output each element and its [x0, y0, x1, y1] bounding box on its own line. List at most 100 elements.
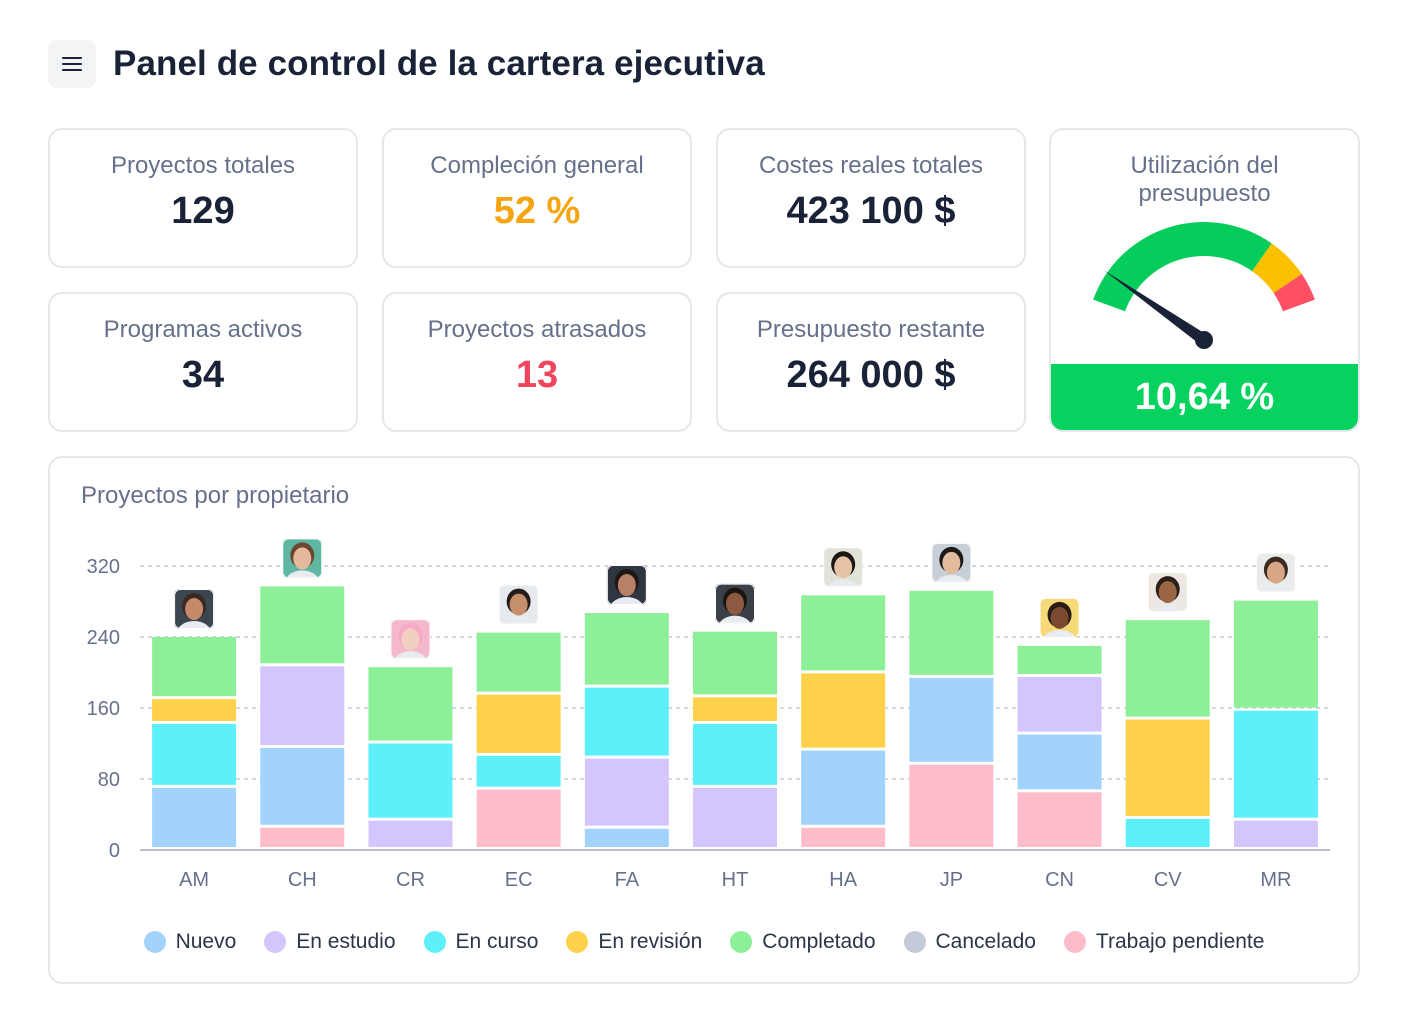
- bar-segment-CH-en-estudio: [260, 666, 345, 745]
- bar-segment-JP-completado: [909, 590, 994, 675]
- owner-avatar-JP[interactable]: [931, 542, 972, 599]
- menu-button[interactable]: [48, 40, 96, 88]
- bar-segment-HA-nuevo: [801, 750, 886, 825]
- chart-title: Proyectos por propietario: [81, 482, 350, 509]
- chart-legend: Nuevo En estudio En curso En revisión Comple…: [50, 930, 1358, 954]
- legend-item-completado[interactable]: Completado: [730, 930, 876, 954]
- y-tick-label: 160: [87, 698, 120, 720]
- page-header: Panel de control de la cartera ejecutiva: [48, 40, 765, 88]
- projects-by-owner-card: Proyectos por propietario 0 80 160 240 320 AM…: [48, 456, 1360, 984]
- x-tick-label: HA: [829, 869, 857, 891]
- kpi-value: 264 000 $: [786, 354, 956, 396]
- legend-label: Cancelado: [935, 930, 1036, 953]
- legend-item-en-revisión[interactable]: En revisión: [566, 930, 702, 954]
- legend-swatch: [143, 931, 166, 953]
- bar-segment-CR-en-curso: [368, 743, 453, 818]
- bar-segment-FA-completado: [584, 613, 669, 685]
- y-tick-label: 0: [109, 840, 120, 862]
- bar-segment-HT-en-estudio: [693, 787, 777, 847]
- bar-segment-CH-completado: [260, 586, 345, 664]
- x-tick-label: CH: [288, 869, 317, 891]
- kpi-card-delayed-projects: Proyectos atrasados 13: [382, 292, 692, 432]
- legend-label: En curso: [455, 930, 539, 953]
- legend-swatch: [264, 931, 287, 953]
- gauge-zone-2: [1273, 274, 1315, 312]
- bar-segment-FA-nuevo: [584, 828, 669, 847]
- bar-segment-CH-trabajo-pendiente: [260, 827, 345, 847]
- kpi-label: Compleción general: [430, 152, 644, 179]
- owner-avatar-AM[interactable]: [174, 589, 215, 645]
- legend-label: En estudio: [296, 930, 396, 953]
- x-tick-label: CV: [1154, 869, 1182, 891]
- bar-segment-JP-trabajo-pendiente: [909, 764, 994, 847]
- legend-item-cancelado[interactable]: Cancelado: [903, 930, 1036, 954]
- bar-segment-CN-completado: [1017, 645, 1102, 674]
- legend-item-trabajo-pendiente[interactable]: Trabajo pendiente: [1063, 930, 1264, 954]
- projects-by-owner-chart: 0 80 160 240 320 AM CH CR EC FA HT HA JP CN CV MR: [87, 538, 1330, 891]
- x-tick-label: CN: [1045, 869, 1074, 891]
- x-tick-label: EC: [505, 869, 533, 891]
- owner-avatar-CH[interactable]: [282, 538, 323, 594]
- bar-segment-MR-completado: [1233, 600, 1318, 708]
- bar-segment-HA-trabajo-pendiente: [801, 827, 886, 847]
- legend-label: Nuevo: [175, 930, 237, 953]
- bar-segment-CR-en-estudio: [368, 820, 453, 847]
- kpi-value: 52 %: [493, 190, 581, 232]
- owner-avatar-HA[interactable]: [823, 547, 864, 603]
- kpi-value: 34: [181, 354, 225, 396]
- bar-segment-CR-completado: [368, 667, 453, 741]
- kpi-value: 423 100 $: [786, 190, 956, 232]
- legend-label: En revisión: [598, 930, 703, 953]
- legend-item-en-estudio[interactable]: En estudio: [264, 930, 396, 954]
- y-tick-label: 240: [87, 627, 120, 649]
- budget-utilization-card: Utilización del presupuesto 10,64 %: [1049, 128, 1360, 432]
- x-tick-label: CR: [396, 869, 425, 891]
- kpi-card-overall-completion: Compleción general 52 %: [382, 128, 692, 268]
- gauge-needle: [1103, 270, 1208, 345]
- legend-swatch: [730, 931, 753, 953]
- kpi-value: 13: [515, 354, 559, 396]
- gauge-zone-0: [1093, 221, 1272, 312]
- legend-item-nuevo[interactable]: Nuevo: [143, 930, 237, 954]
- bar-segment-EC-completado: [476, 632, 561, 692]
- bar-segment-AM-nuevo: [152, 787, 237, 847]
- hamburger-icon: [61, 55, 83, 73]
- bar-segment-FA-en-estudio: [584, 758, 669, 826]
- y-tick-label: 320: [87, 556, 120, 578]
- bar-segment-HT-en-curso: [693, 723, 777, 785]
- kpi-label: Proyectos totales: [110, 152, 296, 179]
- owner-avatar-EC[interactable]: [498, 584, 539, 641]
- x-tick-label: JP: [940, 869, 963, 891]
- gauge-value-banner: 10,64 %: [1051, 364, 1358, 430]
- legend-item-en-curso[interactable]: En curso: [423, 930, 539, 954]
- gauge-title-line1: Utilización del: [1130, 152, 1279, 179]
- x-tick-label: FA: [615, 869, 640, 891]
- y-tick-label: 80: [98, 769, 120, 791]
- bar-segment-CN-nuevo: [1017, 734, 1102, 790]
- owner-avatar-FA[interactable]: [606, 565, 647, 621]
- kpi-label: Costes reales totales: [758, 152, 984, 179]
- bar-segment-CH-nuevo: [260, 747, 345, 825]
- bar-segment-CV-en-revisión: [1125, 719, 1210, 816]
- legend-swatch: [566, 931, 589, 953]
- gauge-zone-1: [1252, 243, 1302, 294]
- bar-segment-EC-en-curso: [476, 755, 561, 787]
- bar-segment-CV-completado: [1125, 620, 1210, 717]
- kpi-label: Programas activos: [103, 316, 303, 343]
- owner-avatar-CR[interactable]: [390, 619, 431, 675]
- gauge-needle-hub: [1195, 331, 1213, 349]
- owner-avatar-CV[interactable]: [1147, 572, 1188, 628]
- budget-gauge: [1093, 221, 1315, 349]
- x-tick-label: MR: [1260, 869, 1291, 891]
- owner-avatar-HT[interactable]: [715, 583, 755, 640]
- bar-segment-EC-trabajo-pendiente: [476, 789, 561, 847]
- kpi-card-active-programs: Programas activos 34: [48, 292, 358, 432]
- kpi-label: Proyectos atrasados: [427, 316, 647, 343]
- legend-swatch: [903, 931, 926, 953]
- owner-avatar-MR[interactable]: [1255, 552, 1296, 609]
- bar-segment-FA-en-curso: [584, 687, 669, 756]
- bar-segment-AM-completado: [152, 637, 237, 697]
- kpi-card-total-actual-costs: Costes reales totales 423 100 $: [716, 128, 1026, 268]
- bar-segment-CN-trabajo-pendiente: [1017, 792, 1102, 847]
- owner-avatar-CN[interactable]: [1039, 597, 1080, 654]
